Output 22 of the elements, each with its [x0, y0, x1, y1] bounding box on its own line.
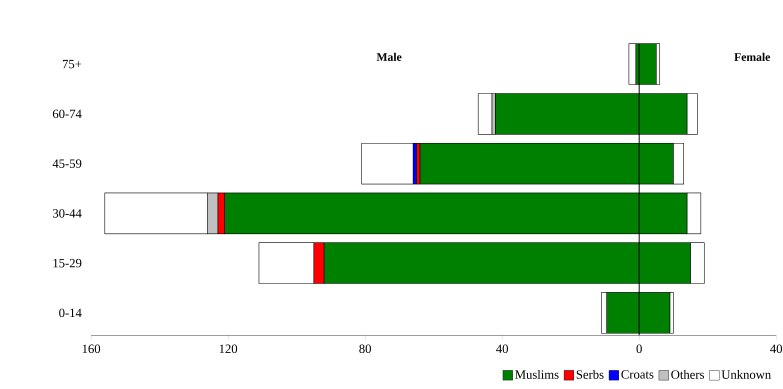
legend-label: Muslims	[515, 370, 559, 379]
legend-label: Others	[671, 370, 704, 379]
x-tick-label: 160	[82, 344, 100, 354]
y-tick-label: 30-44	[52, 209, 82, 218]
x-tick-label: 80	[359, 344, 371, 354]
y-tick-label: 75+	[62, 60, 82, 68]
bar	[361, 143, 414, 184]
bar	[628, 44, 636, 85]
x-tick-label: 120	[220, 344, 238, 354]
y-tick-label: 45-59	[52, 160, 82, 168]
y-tick-label: 0-14	[59, 308, 82, 318]
x-tick-label: 40	[770, 344, 782, 354]
legend-label: Unknown	[722, 370, 771, 379]
bar	[478, 93, 492, 135]
annotation: Male	[376, 52, 402, 62]
annotation: Female	[734, 52, 770, 62]
y-tick-label: 15-29	[53, 259, 82, 268]
legend-label: Croats	[621, 370, 654, 379]
legend-label: Serbs	[576, 370, 604, 379]
x-tick-label: 0	[636, 344, 642, 354]
y-tick-label: 60-74	[52, 110, 82, 118]
x-tick-label: 40	[496, 344, 508, 354]
